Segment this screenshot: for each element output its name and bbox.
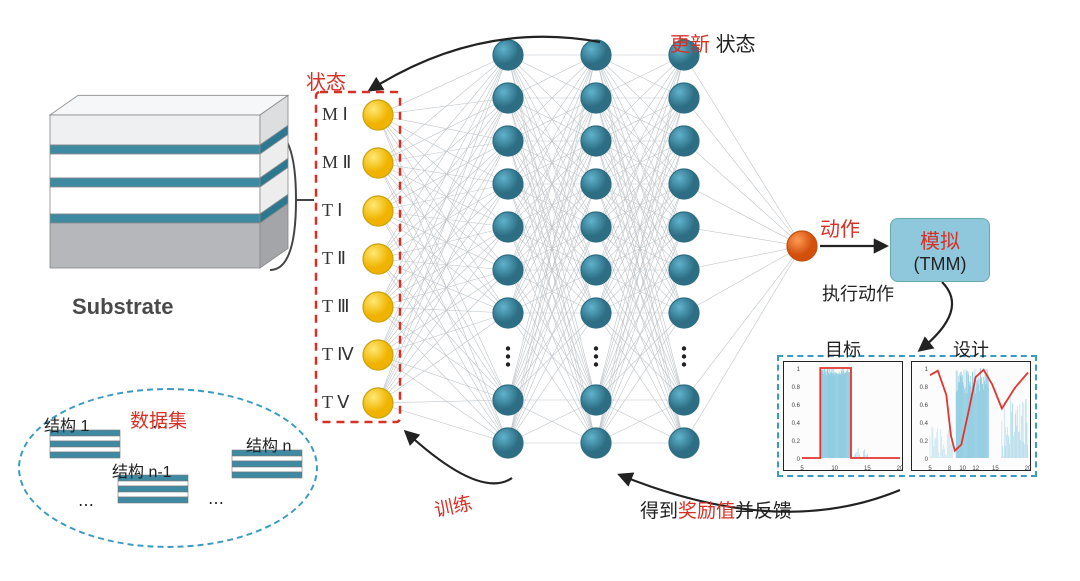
substrate-label: Substrate [72,294,173,320]
svg-text:0.4: 0.4 [792,421,801,427]
dataset-label: 数据集 [130,406,187,433]
network-edges [378,55,802,443]
struct1-label: 结构 1 [44,412,89,436]
svg-text:5: 5 [800,466,804,472]
svg-text:12: 12 [972,466,979,472]
reward-label: 得到奖励值并反馈 [640,496,792,523]
state-label: 状态 [306,66,346,95]
input-node-label: T Ⅰ [322,200,342,221]
svg-text:0.8: 0.8 [792,385,801,391]
svg-text:0.6: 0.6 [792,403,801,409]
svg-text:0.2: 0.2 [792,439,801,445]
exec-action-label: 执行动作 [822,280,894,306]
design-chart: 设计 00.20.40.60.815810121520 [911,361,1031,471]
svg-text:0: 0 [925,457,929,463]
target-chart: 目标 00.20.40.60.815101520 [783,361,903,471]
svg-text:20: 20 [1025,466,1032,472]
svg-text:8: 8 [948,466,952,472]
svg-text:0.8: 0.8 [920,385,929,391]
input-node-label: T Ⅱ [322,248,346,269]
svg-text:10: 10 [959,466,966,472]
input-node-label: M Ⅱ [322,152,351,173]
svg-text:1: 1 [797,367,801,373]
action-label: 动作 [820,213,860,242]
svg-text:5: 5 [928,466,932,472]
svg-text:0.4: 0.4 [920,421,929,427]
simulation-box: 模拟 (TMM) [890,218,990,282]
update-state-label: 更新 状态 [670,28,756,57]
svg-text:0.6: 0.6 [920,403,929,409]
input-node-label: T Ⅳ [322,344,354,365]
input-node-label: T Ⅲ [322,296,350,317]
input-node-label: T Ⅴ [322,392,349,413]
svg-text:15: 15 [992,466,999,472]
chart-panel: 目标 00.20.40.60.815101520 设计 00.20.40.60.… [777,355,1037,477]
svg-text:15: 15 [864,466,871,472]
svg-text:10: 10 [831,466,838,472]
struct-nm1-label: 结构 n-1 [112,458,172,482]
struct-n-label: 结构 n [246,432,291,456]
svg-text:20: 20 [897,466,904,472]
svg-text:1: 1 [925,367,929,373]
svg-text:0.2: 0.2 [920,439,929,445]
svg-text:0: 0 [797,457,801,463]
input-node-label: M Ⅰ [322,104,348,125]
